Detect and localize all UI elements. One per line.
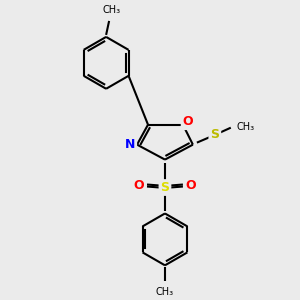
Text: O: O [183, 115, 193, 128]
Text: CH₃: CH₃ [237, 122, 255, 132]
Text: O: O [134, 179, 144, 192]
Text: S: S [210, 128, 219, 141]
Text: CH₃: CH₃ [156, 287, 174, 297]
Text: N: N [125, 138, 135, 151]
Text: CH₃: CH₃ [102, 5, 120, 15]
Text: O: O [186, 179, 196, 192]
Text: S: S [160, 181, 169, 194]
